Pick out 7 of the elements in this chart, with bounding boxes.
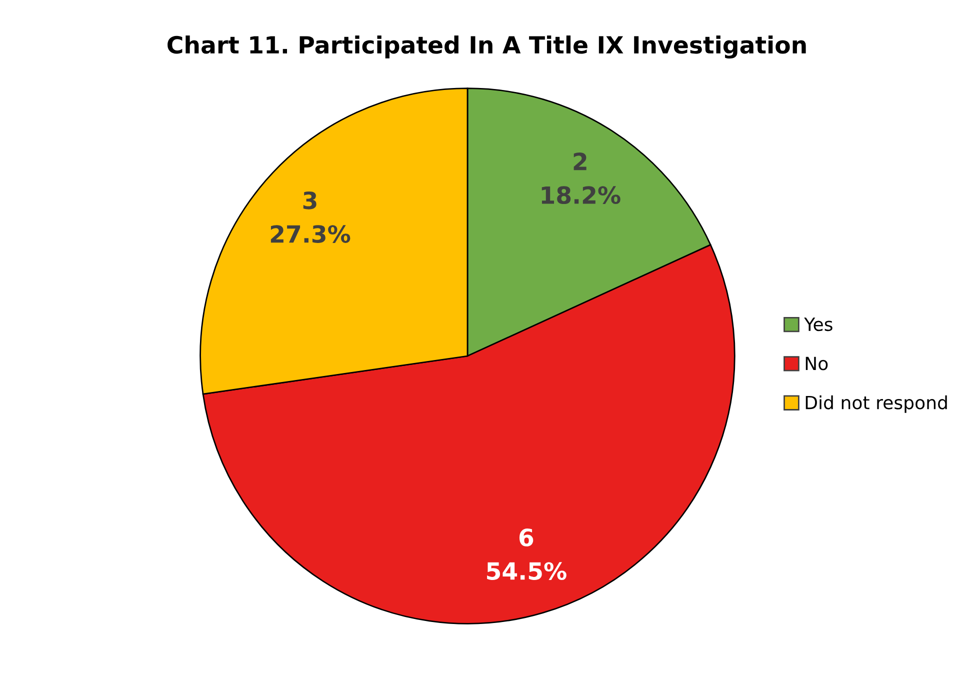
data-label: 2 18.2% [542,152,620,204]
legend-label: Did not respond [806,395,947,413]
data-label: 3 27.3% [270,191,350,243]
chart-title: Chart 11. Participated In A Title IX Investigation [168,35,806,59]
data-label: 6 54.5% [487,528,566,580]
legend-label: Yes [804,318,832,332]
legend-label: No [806,356,828,370]
